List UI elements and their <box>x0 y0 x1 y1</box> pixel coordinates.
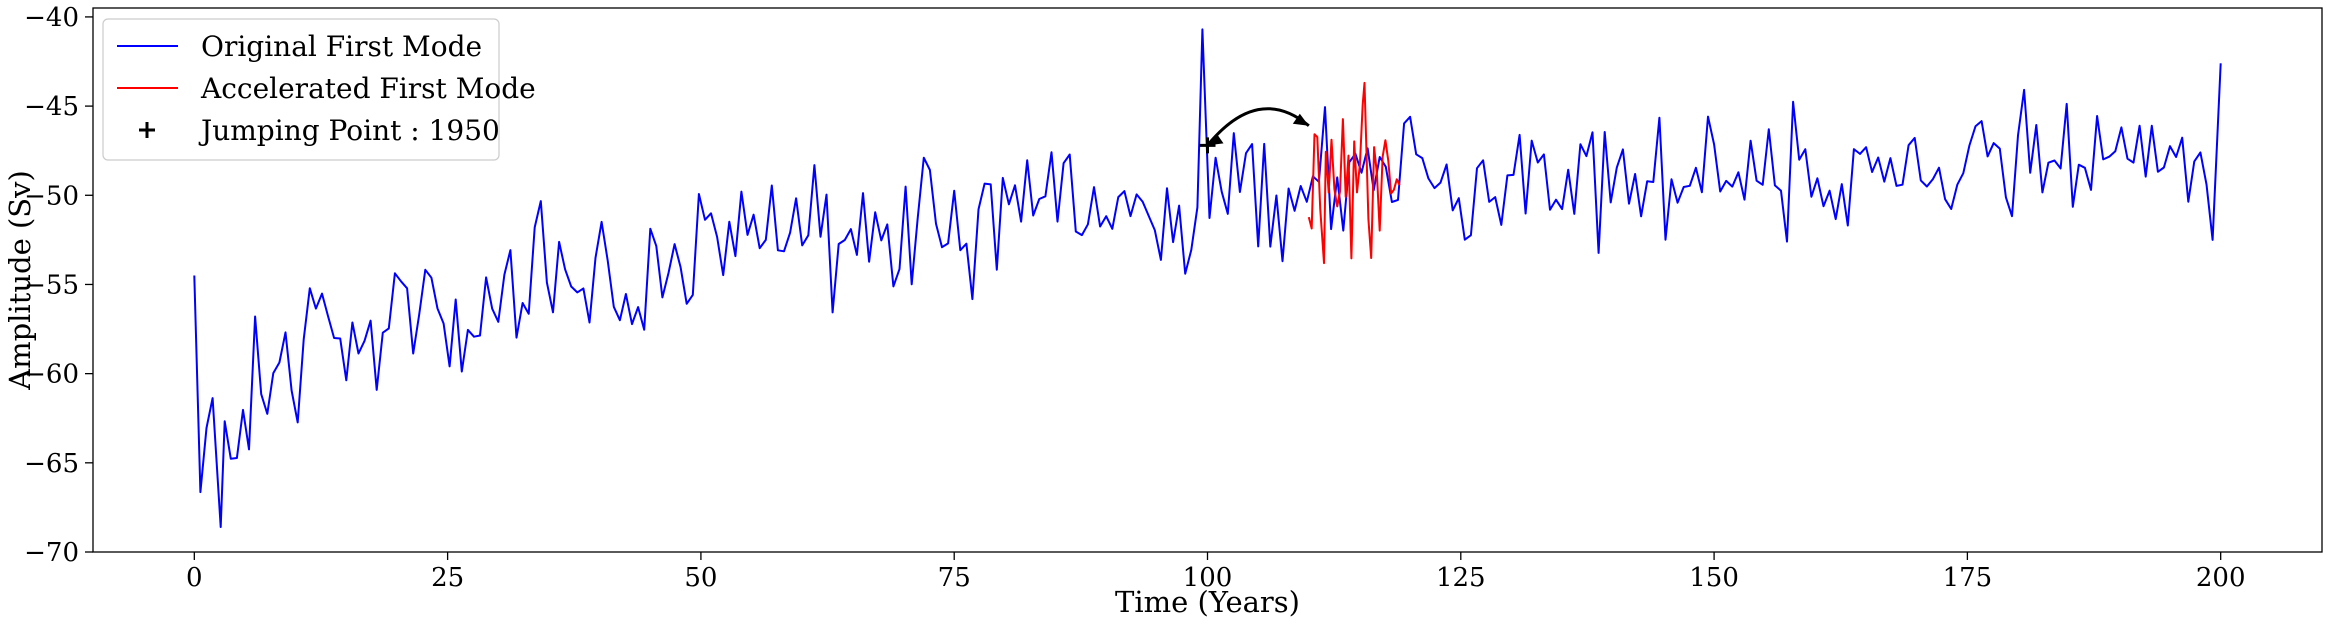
x-tick-label: 75 <box>938 563 971 593</box>
y-axis-label: Amplitude (Sv) <box>3 170 37 391</box>
y-tick-label: −40 <box>24 3 79 33</box>
x-tick-label: 125 <box>1436 563 1486 593</box>
x-tick-label: 150 <box>1689 563 1739 593</box>
ticks-layer: 0 25 50 75 100 125 150 175 200 −70 −65 −60 −55 −50 −45… <box>24 3 2245 593</box>
y-tick-label: −50 <box>24 181 79 211</box>
y-tick-label: −45 <box>24 92 79 122</box>
series-layer <box>193 28 2222 528</box>
x-tick-label: 100 <box>1183 563 1233 593</box>
x-axis-label: Time (Years) <box>1115 585 1300 619</box>
legend-label-1: Accelerated First Mode <box>200 72 536 105</box>
legend-label-0: Original First Mode <box>201 30 482 63</box>
x-tick-label: 0 <box>186 563 203 593</box>
x-tick-label: 25 <box>431 563 464 593</box>
jump-arrow-head-start <box>1207 133 1224 146</box>
series-line-0 <box>193 28 2222 528</box>
jump-arrow <box>1206 107 1310 147</box>
y-tick-label: −60 <box>24 360 79 390</box>
y-tick-label: −65 <box>24 449 79 479</box>
y-tick-label: −55 <box>24 270 79 300</box>
marker-layer <box>1199 107 1310 154</box>
legend-label-2: Jumping Point : 1950 <box>198 114 500 147</box>
legend: Original First Mode Accelerated First Mod… <box>102 18 536 161</box>
legend-box <box>102 18 500 161</box>
legend-swatch-2 <box>139 122 155 138</box>
x-tick-label: 175 <box>1943 563 1993 593</box>
x-tick-label: 50 <box>684 563 717 593</box>
jump-arrow-head-end <box>1292 113 1309 126</box>
x-tick-label: 200 <box>2196 563 2246 593</box>
series-line-1 <box>1307 81 1401 265</box>
y-tick-label: −70 <box>24 538 79 568</box>
jumping-point-marker <box>1199 137 1216 154</box>
